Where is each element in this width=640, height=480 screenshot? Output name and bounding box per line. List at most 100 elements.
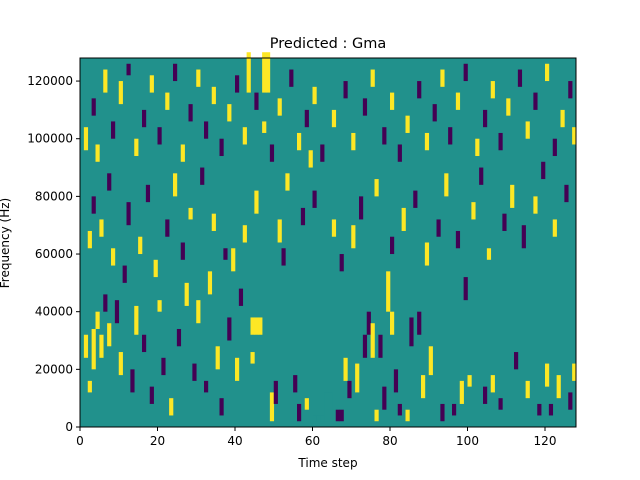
heatmap-cell [556, 375, 561, 399]
heatmap-cell [219, 398, 224, 416]
heatmap-cell [421, 375, 426, 399]
heatmap-cell [254, 190, 259, 214]
heatmap-cell [448, 127, 453, 145]
heatmap-cell [409, 317, 414, 347]
heatmap-cell [258, 317, 263, 335]
heatmap-cell [382, 127, 387, 145]
heatmap-cell [541, 161, 546, 180]
heatmap-cell [111, 121, 116, 139]
x-tick-label: 120 [534, 434, 557, 448]
heatmap-cell [440, 403, 445, 422]
heatmap-cell [219, 138, 224, 157]
y-tick-label: 120000 [27, 74, 73, 88]
heatmap-cell [417, 311, 422, 335]
heatmap-cell [432, 104, 437, 122]
heatmap-cell [238, 288, 244, 306]
heatmap-cell [560, 109, 565, 128]
heatmap-cell [545, 363, 550, 387]
heatmap-cell [297, 132, 302, 151]
heatmap-cell [138, 236, 143, 255]
y-tick-label: 20000 [35, 362, 73, 376]
heatmap-cell [91, 196, 96, 214]
heatmap-cell [452, 403, 457, 416]
heatmap-cell [204, 380, 209, 393]
heatmap-cell [324, 392, 329, 422]
x-axis: 0 20 40 60 80 100 120 [76, 427, 556, 448]
heatmap-cells [83, 52, 577, 422]
heatmap-cell [343, 81, 348, 99]
heatmap-cell [483, 386, 488, 404]
heatmap-cell [161, 357, 166, 376]
heatmap-cell [455, 230, 461, 249]
heatmap-cell [262, 52, 267, 93]
heatmap-cell [126, 202, 131, 226]
heatmap-cell [149, 75, 154, 93]
heatmap-cell [483, 109, 488, 128]
heatmap-cell [196, 300, 201, 324]
heatmap-cell [107, 323, 112, 347]
heatmap-cell [227, 317, 232, 341]
heatmap-cell [320, 415, 325, 422]
heatmap-cell [471, 202, 476, 220]
heatmap-cell [312, 190, 317, 208]
heatmap-cell [521, 225, 526, 249]
heatmap-cell [355, 363, 360, 393]
heatmap-cell [180, 144, 185, 162]
heatmap-cell [285, 173, 290, 191]
heatmap-cell [424, 132, 430, 151]
heatmap-cell [506, 98, 511, 116]
heatmap-cell [254, 92, 259, 110]
heatmap-cell [331, 219, 337, 237]
heatmap-cell [83, 127, 89, 151]
heatmap-cell [316, 415, 321, 422]
heatmap-cell [479, 167, 484, 185]
heatmap-cell [347, 380, 352, 399]
heatmap-cell [91, 98, 96, 116]
heatmap-cell [490, 81, 495, 99]
heatmap-cell [165, 219, 170, 237]
heatmap-cell [572, 127, 577, 145]
heatmap-cell [211, 213, 216, 231]
heatmap-cell [297, 403, 302, 422]
heatmap-cell [134, 138, 139, 157]
y-axis-label: Frequency (Hz) [0, 198, 12, 289]
heatmap-cell [397, 403, 402, 416]
heatmap-cell [359, 196, 364, 220]
heatmap-cell [312, 86, 317, 105]
heatmap-cell [165, 92, 170, 110]
heatmap-cell [459, 380, 464, 404]
heatmap-cell [188, 104, 193, 122]
heatmap-cell [207, 271, 213, 295]
heatmap-cell [490, 375, 495, 393]
heatmap-plot-area [79, 52, 577, 428]
y-axis: 0 20000 40000 60000 80000 100000 120000 [27, 74, 80, 434]
heatmap-cell [211, 86, 216, 105]
heatmap-cell [231, 248, 236, 272]
heatmap-cell [572, 363, 577, 381]
heatmap-cell [192, 363, 197, 381]
heatmap-cell [351, 132, 356, 151]
heatmap-cell [362, 334, 368, 358]
heatmap-cell [328, 392, 333, 422]
heatmap-cell [149, 386, 154, 404]
heatmap-cell [463, 277, 468, 301]
heatmap-cell [568, 392, 573, 410]
heatmap-cell [227, 104, 232, 122]
y-tick-label: 60000 [35, 247, 73, 261]
heatmap-cell [266, 52, 271, 93]
y-tick-label: 80000 [35, 189, 73, 203]
heatmap-cell [397, 144, 402, 162]
heatmap-cell [157, 127, 162, 145]
heatmap-cell [568, 81, 573, 99]
heatmap-cell [114, 300, 120, 324]
heatmap-cell [308, 150, 313, 168]
heatmap-cell [475, 138, 480, 157]
y-tick-label: 0 [65, 420, 73, 434]
heatmap-cell [184, 282, 189, 306]
heatmap-cell [374, 409, 379, 422]
heatmap-cell [370, 69, 375, 87]
heatmap-cell [242, 127, 247, 145]
heatmap-cell [320, 144, 325, 162]
heatmap-cell [300, 207, 306, 226]
